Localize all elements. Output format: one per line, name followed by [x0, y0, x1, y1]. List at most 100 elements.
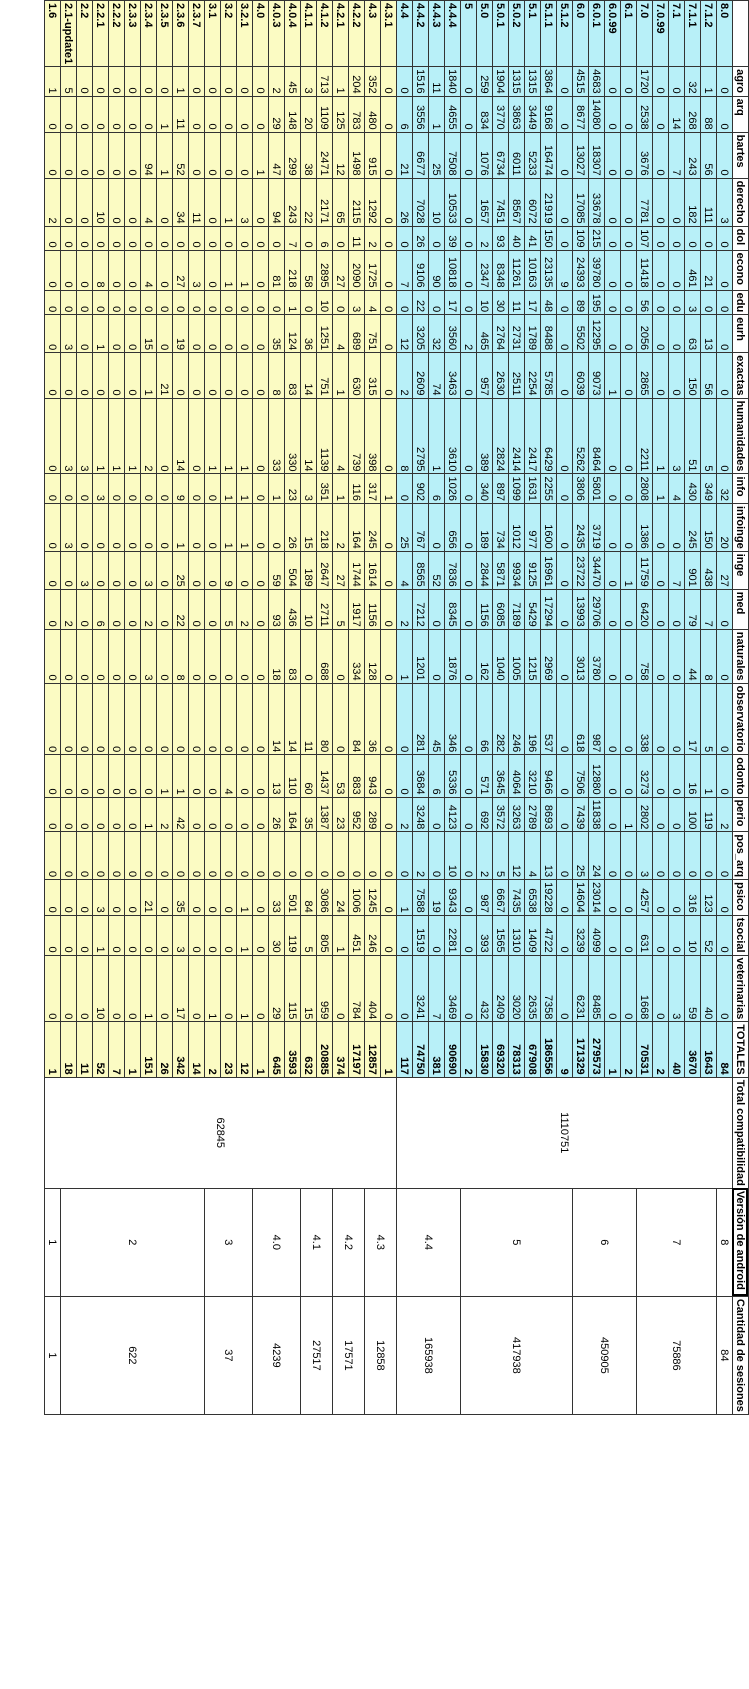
value-cell[interactable]: 41 — [524, 226, 541, 251]
value-cell[interactable]: 0 — [396, 290, 413, 315]
value-cell[interactable]: 0 — [556, 178, 573, 227]
value-cell[interactable]: 6429 — [540, 398, 557, 474]
total-cell[interactable]: 18 — [60, 1021, 77, 1078]
value-cell[interactable]: 2211 — [636, 398, 653, 474]
value-cell[interactable]: 1040 — [492, 629, 509, 684]
value-cell[interactable]: 0 — [92, 551, 109, 590]
version-cell[interactable]: 4.0 — [252, 0, 269, 67]
value-cell[interactable]: 0 — [380, 551, 397, 590]
value-cell[interactable]: 2 — [140, 398, 157, 474]
value-cell[interactable]: 0 — [124, 250, 141, 291]
session-count-cell[interactable]: 165938 — [396, 1296, 461, 1415]
value-cell[interactable]: 0 — [556, 352, 573, 399]
value-cell[interactable]: 0 — [204, 352, 221, 399]
value-cell[interactable]: 0 — [44, 352, 61, 399]
value-cell[interactable]: 2347 — [476, 250, 493, 291]
value-cell[interactable]: 0 — [108, 629, 125, 684]
value-cell[interactable]: 14 — [172, 398, 189, 474]
value-cell[interactable]: 0 — [252, 473, 269, 504]
value-cell[interactable]: 0 — [44, 754, 61, 798]
value-cell[interactable]: 7439 — [572, 797, 589, 832]
value-cell[interactable]: 4 — [332, 314, 349, 353]
value-cell[interactable]: 0 — [620, 955, 637, 1022]
value-cell[interactable]: 4 — [220, 754, 237, 798]
value-cell[interactable]: 656 — [444, 503, 461, 552]
value-cell[interactable]: 0 — [108, 178, 125, 227]
value-cell[interactable]: 0 — [76, 754, 93, 798]
value-cell[interactable]: 0 — [252, 754, 269, 798]
value-cell[interactable]: 12 — [396, 314, 413, 353]
value-cell[interactable]: 1387 — [316, 797, 333, 832]
version-cell[interactable]: 2.1-update1 — [60, 0, 77, 67]
value-cell[interactable]: 2844 — [476, 551, 493, 590]
value-cell[interactable]: 1 — [140, 352, 157, 399]
value-cell[interactable]: 0 — [156, 589, 173, 630]
value-cell[interactable]: 0 — [172, 226, 189, 251]
header-econo[interactable]: econo — [732, 250, 749, 291]
version-cell[interactable]: 7.0 — [636, 0, 653, 67]
value-cell[interactable]: 0 — [188, 831, 205, 880]
value-cell[interactable]: 15 — [300, 503, 317, 552]
value-cell[interactable]: 0 — [204, 226, 221, 251]
version-cell[interactable]: 7.0.99 — [652, 0, 669, 67]
value-cell[interactable]: 0 — [380, 178, 397, 227]
value-cell[interactable]: 0 — [460, 503, 477, 552]
value-cell[interactable]: 4123 — [444, 797, 461, 832]
value-cell[interactable]: 1 — [236, 250, 253, 291]
value-cell[interactable]: 0 — [60, 250, 77, 291]
value-cell[interactable]: 246 — [364, 915, 381, 956]
value-cell[interactable]: 2 — [716, 797, 733, 832]
value-cell[interactable]: 21 — [140, 879, 157, 916]
value-cell[interactable]: 0 — [44, 683, 61, 755]
value-cell[interactable]: 618 — [572, 683, 589, 755]
value-cell[interactable]: 259 — [476, 66, 493, 97]
value-cell[interactable]: 182 — [684, 178, 701, 227]
value-cell[interactable]: 0 — [380, 831, 397, 880]
value-cell[interactable]: 0 — [76, 955, 93, 1022]
value-cell[interactable]: 0 — [716, 290, 733, 315]
version-cell[interactable]: 2.3.4 — [140, 0, 157, 67]
value-cell[interactable]: 834 — [476, 96, 493, 133]
value-cell[interactable]: 0 — [156, 915, 173, 956]
value-cell[interactable]: 0 — [204, 629, 221, 684]
value-cell[interactable]: 0 — [668, 797, 685, 832]
value-cell[interactable]: 4 — [396, 551, 413, 590]
value-cell[interactable]: 393 — [476, 915, 493, 956]
value-cell[interactable]: 0 — [108, 250, 125, 291]
value-cell[interactable]: 3469 — [444, 955, 461, 1022]
session-count-cell[interactable]: 4239 — [252, 1296, 301, 1415]
total-cell[interactable]: 23 — [220, 1021, 237, 1078]
value-cell[interactable]: 14 — [668, 96, 685, 133]
value-cell[interactable]: 0 — [428, 629, 445, 684]
value-cell[interactable]: 0 — [668, 683, 685, 755]
value-cell[interactable]: 0 — [76, 178, 93, 227]
value-cell[interactable]: 0 — [652, 290, 669, 315]
value-cell[interactable]: 107 — [636, 226, 653, 251]
value-cell[interactable]: 9343 — [444, 879, 461, 916]
value-cell[interactable]: 14 — [300, 352, 317, 399]
value-cell[interactable]: 0 — [124, 629, 141, 684]
value-cell[interactable]: 0 — [556, 915, 573, 956]
value-cell[interactable]: 7451 — [492, 178, 509, 227]
value-cell[interactable]: 346 — [444, 683, 461, 755]
value-cell[interactable]: 977 — [524, 503, 541, 552]
value-cell[interactable]: 0 — [156, 473, 173, 504]
value-cell[interactable]: 189 — [300, 551, 317, 590]
value-cell[interactable]: 1600 — [540, 503, 557, 552]
value-cell[interactable]: 11838 — [588, 797, 605, 832]
value-cell[interactable]: 3676 — [636, 132, 653, 179]
value-cell[interactable]: 6 — [396, 96, 413, 133]
value-cell[interactable]: 0 — [460, 915, 477, 956]
value-cell[interactable]: 115 — [284, 955, 301, 1022]
value-cell[interactable]: 24 — [588, 831, 605, 880]
value-cell[interactable]: 5785 — [540, 352, 557, 399]
value-cell[interactable]: 21 — [700, 250, 717, 291]
value-cell[interactable]: 16474 — [540, 132, 557, 179]
value-cell[interactable]: 0 — [348, 831, 365, 880]
value-cell[interactable]: 3210 — [524, 754, 541, 798]
value-cell[interactable]: 3780 — [588, 629, 605, 684]
value-cell[interactable]: 0 — [556, 629, 573, 684]
value-cell[interactable]: 8345 — [444, 589, 461, 630]
value-cell[interactable]: 2 — [140, 589, 157, 630]
value-cell[interactable]: 1 — [172, 503, 189, 552]
